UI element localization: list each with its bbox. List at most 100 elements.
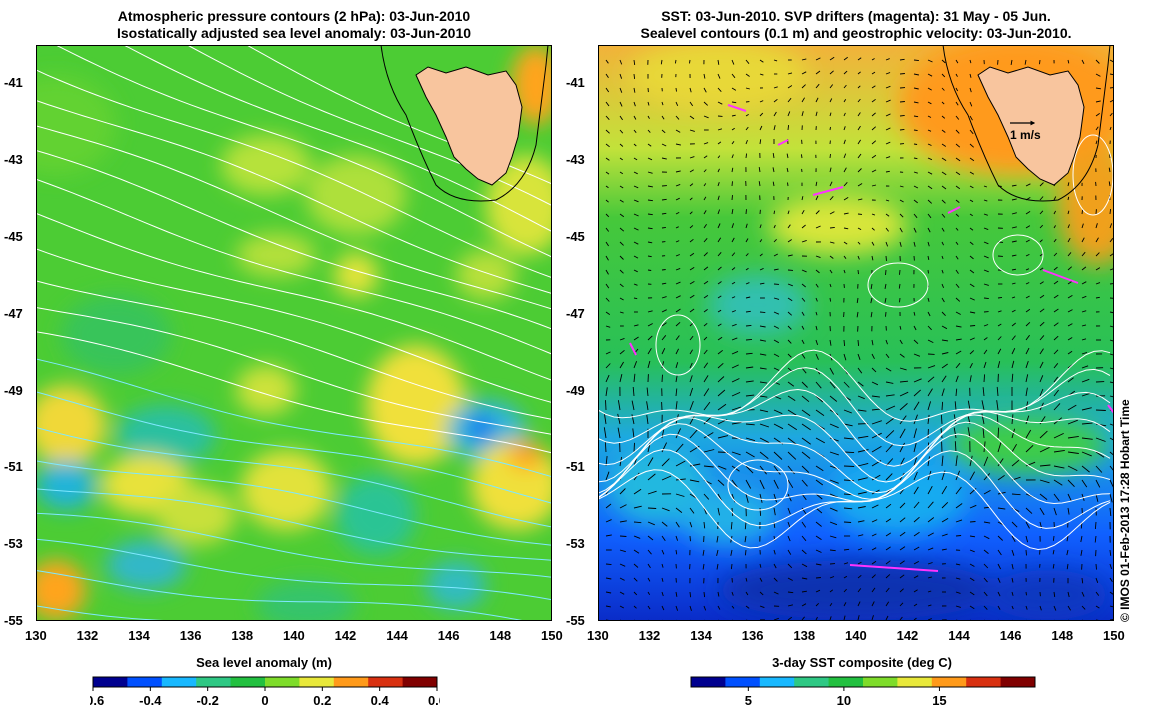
velocity-arrow xyxy=(744,549,747,556)
velocity-arrow xyxy=(1066,563,1069,570)
velocity-arrow xyxy=(871,71,876,75)
velocity-arrow xyxy=(801,577,808,580)
sst-map[interactable]: 1 m/s xyxy=(598,45,1114,621)
velocity-arrow xyxy=(716,535,719,543)
velocity-arrow xyxy=(745,59,750,64)
velocity-arrow xyxy=(745,114,749,117)
velocity-arrow xyxy=(703,238,708,243)
x-tick-label: 146 xyxy=(999,628,1022,643)
sealevel-contour-lines xyxy=(598,134,1114,551)
velocity-arrow xyxy=(913,603,918,607)
velocity-arrow xyxy=(815,111,818,117)
velocity-arrow xyxy=(941,185,947,190)
sea-level-anomaly-map[interactable] xyxy=(36,45,552,621)
velocity-arrow xyxy=(647,115,650,119)
velocity-arrow xyxy=(913,486,919,495)
velocity-arrow xyxy=(759,224,762,229)
velocity-arrow xyxy=(899,339,903,345)
velocity-arrow xyxy=(801,97,805,103)
velocity-arrow xyxy=(787,577,793,581)
velocity-arrow xyxy=(843,575,848,579)
velocity-arrow xyxy=(955,535,962,537)
velocity-arrow xyxy=(772,167,775,173)
velocity-arrow xyxy=(689,252,695,257)
velocity-arrow xyxy=(633,101,636,107)
velocity-arrow xyxy=(675,240,680,243)
velocity-arrow xyxy=(997,310,1002,313)
velocity-arrow xyxy=(815,521,822,527)
velocity-arrow xyxy=(731,237,735,243)
velocity-arrow xyxy=(703,416,712,425)
velocity-arrow xyxy=(899,101,905,103)
velocity-arrow xyxy=(983,213,988,216)
velocity-arrow xyxy=(717,295,722,299)
velocity-arrow xyxy=(1095,252,1100,257)
velocity-arrow xyxy=(927,414,930,425)
velocity-arrow xyxy=(1025,415,1030,425)
velocity-arrow xyxy=(885,353,890,359)
velocity-arrow xyxy=(954,401,957,411)
velocity-arrow xyxy=(983,490,991,495)
velocity-arrow xyxy=(745,352,753,355)
velocity-arrow xyxy=(927,590,932,593)
velocity-arrow xyxy=(1053,591,1056,597)
velocity-arrow xyxy=(717,336,723,341)
velocity-arrow xyxy=(1053,389,1059,397)
velocity-arrow xyxy=(773,353,780,357)
velocity-arrow xyxy=(955,338,962,341)
colorbar-swatch xyxy=(966,677,1002,687)
velocity-arrow xyxy=(969,143,974,148)
velocity-arrow xyxy=(717,266,722,271)
velocity-arrow xyxy=(843,409,852,414)
velocity-arrow xyxy=(647,490,657,495)
velocity-arrow xyxy=(619,563,626,567)
velocity-arrow xyxy=(967,400,971,411)
velocity-arrow xyxy=(941,241,945,246)
velocity-arrow xyxy=(843,70,848,75)
velocity-arrow xyxy=(801,590,807,593)
velocity-arrow xyxy=(773,591,779,595)
velocity-arrow xyxy=(885,141,891,145)
velocity-arrow xyxy=(857,506,866,509)
velocity-arrow xyxy=(759,423,770,428)
velocity-arrow xyxy=(899,602,904,607)
velocity-arrow xyxy=(661,269,666,271)
velocity-arrow xyxy=(871,98,876,103)
velocity-arrow xyxy=(661,309,667,313)
velocity-arrow xyxy=(899,502,906,509)
velocity-arrow xyxy=(1039,493,1048,500)
velocity-arrow xyxy=(885,269,887,276)
velocity-arrow xyxy=(744,535,747,543)
colorbar-swatch xyxy=(725,677,761,687)
velocity-arrow xyxy=(717,465,727,470)
velocity-arrow xyxy=(871,432,882,439)
velocity-arrow xyxy=(716,563,719,570)
velocity-arrow xyxy=(619,115,623,121)
velocity-arrow xyxy=(675,129,681,133)
velocity-arrow xyxy=(955,455,958,467)
velocity-arrow xyxy=(703,169,707,173)
velocity-arrow xyxy=(647,473,656,481)
velocity-arrow xyxy=(913,339,919,345)
velocity-arrow xyxy=(605,73,609,79)
pressure-contour xyxy=(36,178,552,355)
velocity-arrow xyxy=(1067,196,1070,201)
velocity-arrow xyxy=(1094,521,1097,530)
x-tick-label: 138 xyxy=(793,628,816,643)
velocity-arrow xyxy=(927,562,933,565)
velocity-arrow xyxy=(675,197,680,201)
velocity-arrow xyxy=(969,350,975,355)
velocity-arrow xyxy=(927,297,930,302)
velocity-arrow xyxy=(1052,563,1055,569)
velocity-arrow xyxy=(759,125,763,131)
velocity-arrow xyxy=(605,59,609,64)
velocity-arrow xyxy=(955,143,961,148)
velocity-arrow xyxy=(927,456,930,467)
velocity-arrow xyxy=(787,297,793,302)
velocity-arrow xyxy=(857,491,867,495)
colorbar-tick-label: 5 xyxy=(745,693,752,708)
velocity-arrow xyxy=(899,269,901,275)
velocity-arrow xyxy=(969,549,975,553)
sealevel-contour xyxy=(992,234,1044,276)
velocity-arrow xyxy=(703,196,707,201)
